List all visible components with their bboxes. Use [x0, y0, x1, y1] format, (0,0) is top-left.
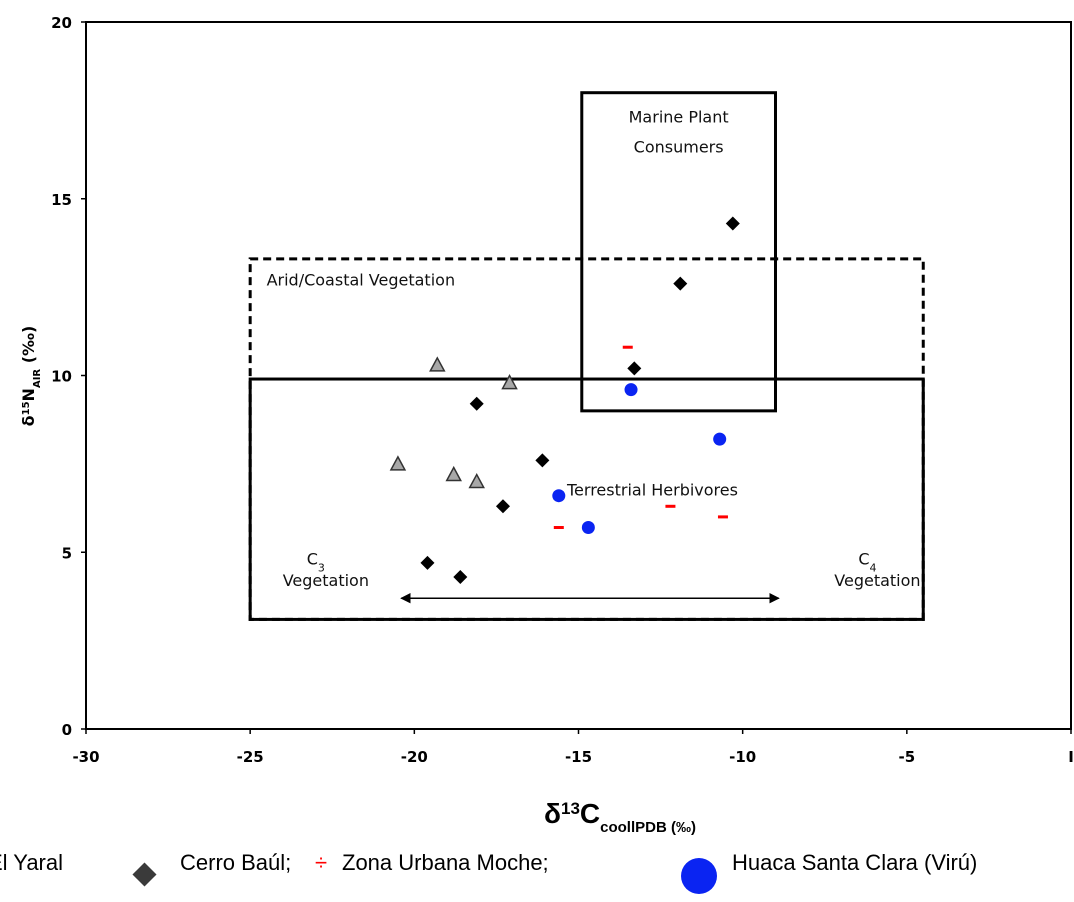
point-cerro-ba-l-2 [627, 361, 641, 375]
point-el-yaral-4 [470, 475, 484, 488]
point-cerro-ba-l-6 [420, 556, 434, 570]
y-tick-label-1: 5 [62, 544, 72, 562]
point-zona-urbana-moche-0 [623, 346, 633, 349]
point-huaca-santa-clara-vir-3 [582, 521, 595, 534]
point-el-yaral-3 [447, 467, 461, 480]
point-cerro-ba-l-1 [673, 277, 687, 291]
x-tick-label-3: -15 [565, 748, 592, 766]
x-axis-label: δ13CcoollPDB (‰) [544, 798, 696, 836]
legend-label-zona-urbana-moche: Zona Urbana Moche; [342, 850, 549, 876]
x-tick-label-4: -10 [729, 748, 756, 766]
x-tick-label-2: -20 [401, 748, 428, 766]
point-zona-urbana-moche-3 [718, 515, 728, 518]
point-el-yaral-0 [430, 358, 444, 371]
legend-label-el-yaral: El Yaral [0, 850, 63, 876]
legend-plus-icon: ÷ [315, 850, 327, 876]
x-tick-label-5: -5 [898, 748, 915, 766]
point-el-yaral-1 [503, 376, 517, 389]
point-cerro-ba-l-5 [496, 499, 510, 513]
scatter-chart: Arid/Coastal Vegetation Marine Plant Consu… [0, 0, 1074, 846]
c4-vegetation-label: Vegetation [834, 571, 920, 590]
y-tick-label-2: 10 [51, 368, 72, 386]
legend-diamond-icon [132, 862, 156, 886]
x-tick-label-0: -30 [72, 748, 99, 766]
legend-label-huaca-santa-clara: Huaca Santa Clara (Virú) [732, 850, 977, 876]
point-cerro-ba-l-3 [470, 397, 484, 411]
region-label-marine-line-0: Marine Plant [629, 108, 729, 127]
y-axis-label: δ15NAIR (‰) [19, 326, 43, 427]
region-label-marine-line-1: Consumers [634, 138, 724, 157]
point-huaca-santa-clara-vir-1 [713, 433, 726, 446]
y-tick-label-0: 0 [62, 721, 72, 739]
x-tick-label-1: -25 [237, 748, 264, 766]
point-cerro-ba-l-0 [726, 216, 740, 230]
y-tick-label-4: 20 [51, 14, 72, 32]
legend: El Yaral Cerro Baúl; ÷ Zona Urbana Moche… [0, 846, 1074, 896]
point-cerro-ba-l-4 [535, 453, 549, 467]
region-arid-coastal-vegetation [250, 259, 923, 620]
legend-circle-icon [681, 858, 717, 894]
region-label-terrestrial: Terrestrial Herbivores [566, 481, 738, 500]
point-cerro-ba-l-7 [453, 570, 467, 584]
y-tick-label-3: 15 [51, 191, 72, 209]
x-tick-label-6: I [1068, 748, 1074, 766]
c3-vegetation-label: Vegetation [283, 571, 369, 590]
point-zona-urbana-moche-1 [554, 526, 564, 529]
point-el-yaral-2 [391, 457, 405, 470]
region-label-arid-coastal: Arid/Coastal Vegetation [267, 270, 456, 289]
point-zona-urbana-moche-2 [665, 505, 675, 508]
legend-label-cerro-baul: Cerro Baúl; [180, 850, 291, 876]
point-huaca-santa-clara-vir-2 [552, 489, 565, 502]
point-huaca-santa-clara-vir-0 [625, 383, 638, 396]
plot-frame [86, 22, 1071, 729]
